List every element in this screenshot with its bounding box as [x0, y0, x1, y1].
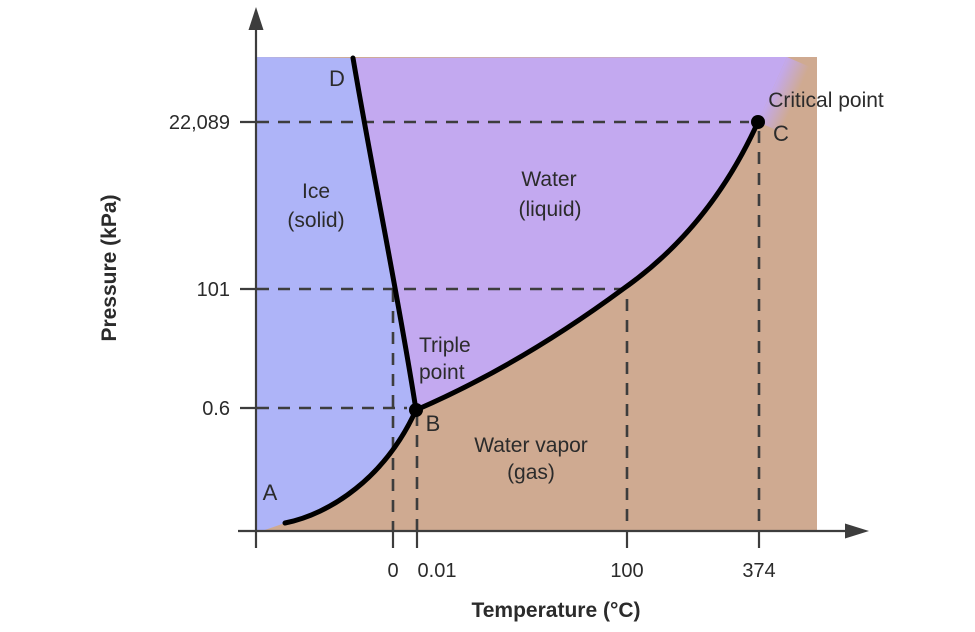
triple-point-label-line1: Triple — [419, 334, 471, 357]
vaporization-curve — [413, 119, 761, 413]
y-axis-title: Pressure (kPa) — [98, 194, 121, 341]
critical-point-dot — [751, 115, 765, 129]
critical-point-label: Critical point — [768, 89, 884, 112]
supercritical-fade-band — [758, 57, 810, 132]
ice-label-line1: Ice — [302, 180, 330, 203]
x-tick-label-374: 374 — [742, 560, 775, 582]
x-axis-title: Temperature (°C) — [471, 599, 640, 622]
vapor-label-line1: Water vapor — [474, 434, 588, 457]
x-tick-label-100: 100 — [610, 560, 643, 582]
fusion-curve — [350, 55, 419, 413]
point-a-label: A — [263, 480, 278, 505]
region-water-liquid — [353, 57, 787, 410]
region-ice-solid — [256, 57, 416, 531]
y-tick-label-22089: 22,089 — [169, 112, 230, 134]
triple-point-dot — [409, 403, 423, 417]
sublimation-curve — [282, 407, 419, 526]
x-tick-label-0-01: 0.01 — [418, 560, 457, 582]
liquid-label-line1: Water — [521, 168, 576, 191]
vapor-label-line2: (gas) — [507, 461, 555, 484]
x-axis-arrow-icon — [845, 523, 869, 539]
point-d-label: D — [329, 66, 345, 91]
x-tick-label-0: 0 — [387, 560, 398, 582]
triple-point-label-line2: point — [419, 361, 465, 384]
y-tick-label-0-6: 0.6 — [202, 398, 230, 420]
y-axis-arrow-icon — [248, 7, 264, 30]
y-tick-label-101: 101 — [197, 279, 230, 301]
liquid-label-line2: (liquid) — [518, 198, 581, 221]
ice-label-line2: (solid) — [287, 209, 344, 232]
point-b-label: B — [426, 411, 441, 436]
point-c-label: C — [773, 121, 789, 146]
